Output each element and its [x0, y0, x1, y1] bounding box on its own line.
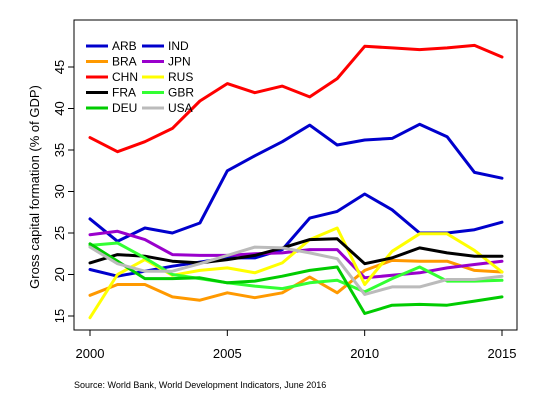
- legend-label: GBR: [168, 86, 194, 100]
- y-tick-label: 15: [52, 309, 67, 323]
- x-axis: 2000 2005 2010 2015: [76, 330, 517, 361]
- plot-frame: [73, 19, 518, 331]
- x-tick-label: 2010: [350, 346, 379, 361]
- legend-label: BRA: [112, 55, 137, 69]
- x-tick-label: 2015: [488, 346, 517, 361]
- series-lines: [88, 43, 504, 320]
- series-line-ind: [88, 122, 504, 243]
- legend-label: JPN: [168, 55, 191, 69]
- y-axis: 15 20 25 30 35 40 45: [52, 60, 74, 323]
- legend-label: CHN: [112, 70, 138, 84]
- legend-item-ind: IND: [142, 39, 189, 53]
- legend-label: FRA: [112, 86, 136, 100]
- legend-item-chn: CHN: [86, 70, 138, 84]
- series-line-chn: [88, 43, 504, 154]
- legend: ARB IND BRA JPN CHN RUS FRA GBR DEU USA: [86, 39, 194, 115]
- legend-label: RUS: [168, 70, 193, 84]
- series-line-usa: [88, 245, 504, 296]
- plot-border: [73, 19, 518, 331]
- y-tick-label: 35: [52, 143, 67, 157]
- legend-item-arb: ARB: [86, 39, 137, 53]
- y-tick-label: 40: [52, 101, 67, 115]
- legend-item-usa: USA: [142, 101, 193, 115]
- y-tick-label: 45: [52, 60, 67, 74]
- series-line-deu: [88, 242, 504, 315]
- x-tick-label: 2000: [76, 346, 105, 361]
- legend-label: DEU: [112, 101, 137, 115]
- x-tick-label: 2005: [213, 346, 242, 361]
- legend-item-fra: FRA: [86, 86, 136, 100]
- source-note: Source: World Bank, World Development In…: [74, 380, 326, 390]
- y-tick-label: 20: [52, 267, 67, 281]
- y-axis-title: Gross capital formation (% of GDP): [27, 85, 42, 289]
- legend-item-gbr: GBR: [142, 86, 194, 100]
- y-tick-label: 30: [52, 184, 67, 198]
- legend-label: IND: [168, 39, 189, 53]
- legend-item-jpn: JPN: [142, 55, 191, 69]
- y-tick-label: 25: [52, 226, 67, 240]
- series-line-gbr: [88, 241, 504, 294]
- legend-item-rus: RUS: [142, 70, 193, 84]
- legend-label: USA: [168, 101, 193, 115]
- legend-label: ARB: [112, 39, 137, 53]
- legend-item-bra: BRA: [86, 55, 137, 69]
- series-line-fra: [88, 237, 504, 266]
- legend-item-deu: DEU: [86, 101, 137, 115]
